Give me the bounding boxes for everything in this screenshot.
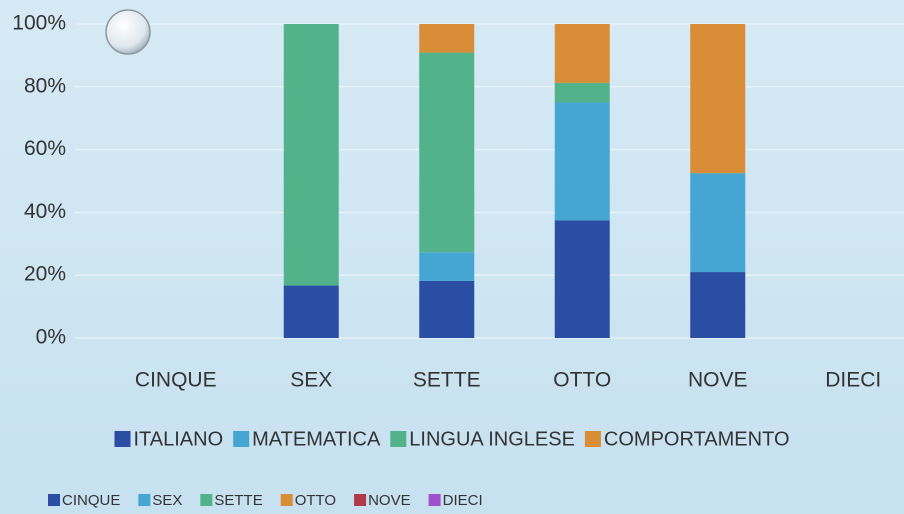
round-button[interactable]	[105, 9, 151, 55]
legend-swatch	[114, 431, 131, 447]
bar-segment	[554, 102, 610, 221]
legend-swatch	[233, 431, 250, 447]
bar-segment	[554, 24, 610, 83]
bar-segment	[419, 280, 475, 338]
y-tick-label: 20%	[24, 263, 66, 286]
legend-label: MATEMATICA	[252, 428, 381, 450]
legend-swatch	[428, 494, 441, 506]
legend-swatch	[354, 494, 367, 506]
legend-swatch	[48, 494, 60, 506]
bar-segment	[283, 285, 339, 338]
y-tick-label: 40%	[24, 200, 66, 223]
legend-label: CINQUE	[62, 492, 120, 509]
y-tick-label: 100%	[12, 12, 66, 35]
bar-segment	[419, 52, 475, 253]
bar-segment	[419, 252, 475, 281]
legend-label: LINGUA INGLESE	[409, 428, 575, 450]
legend-label: COMPORTAMENTO	[604, 428, 790, 450]
legend-label: SETTE	[214, 492, 262, 509]
bar-segment	[419, 24, 475, 53]
bar-segment	[554, 82, 610, 103]
legend: ITALIANO MATEMATICA LINGUA INGLESE COMPORTA…	[114, 428, 790, 450]
legend-swatch	[280, 494, 293, 506]
x-tick-label: SETTE	[413, 369, 481, 392]
legend-label: SEX	[152, 492, 182, 509]
bar-segment	[283, 24, 339, 286]
bar-segment	[554, 220, 610, 338]
y-tick-label: 0%	[36, 326, 66, 349]
legend-swatch	[584, 431, 601, 447]
x-tick-label: SEX	[290, 369, 332, 392]
x-tick-label: CINQUE	[135, 369, 217, 392]
bar-segment	[690, 272, 746, 338]
y-tick-label: 80%	[24, 74, 66, 97]
legend-label: NOVE	[368, 492, 411, 509]
x-tick-label: DIECI	[825, 369, 881, 392]
y-tick-label: 60%	[24, 137, 66, 160]
legend-label: ITALIANO	[133, 428, 223, 450]
bar-segment	[690, 24, 746, 174]
legend-swatch	[390, 431, 407, 447]
x-tick-label: NOVE	[688, 369, 748, 392]
legend-label: OTTO	[295, 492, 336, 509]
bar-segment	[690, 173, 746, 273]
legend-swatch	[200, 494, 213, 506]
legend-swatch	[138, 494, 151, 506]
legend-label: DIECI	[443, 492, 483, 509]
x-tick-label: OTTO	[553, 369, 611, 392]
